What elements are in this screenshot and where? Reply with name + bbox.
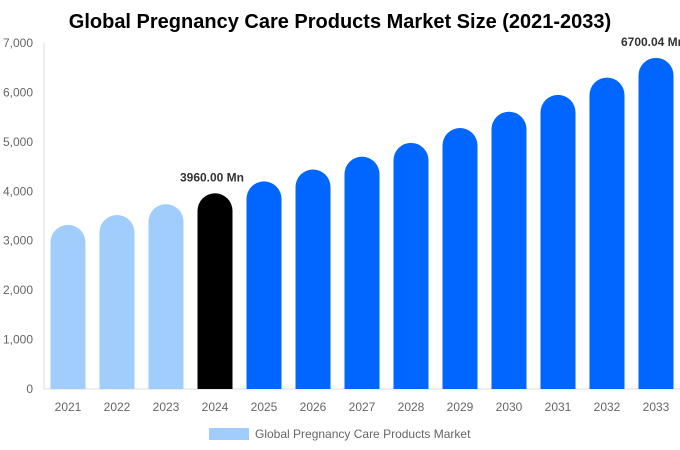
y-tick-label: 4,000	[3, 184, 33, 198]
x-tick-label: 2029	[447, 400, 474, 414]
bar-2026	[295, 169, 331, 389]
y-tick-label: 5,000	[3, 135, 33, 149]
bar-2031	[540, 94, 576, 390]
x-tick-label: 2026	[300, 400, 327, 414]
bar-2029	[442, 128, 478, 389]
bar-2030	[491, 111, 527, 389]
y-tick-label: 7,000	[3, 36, 33, 50]
x-tick-label: 2025	[251, 400, 278, 414]
x-tick-label: 2031	[545, 400, 572, 414]
bar-2032	[589, 77, 625, 389]
bar-2027	[344, 156, 380, 389]
legend-label: Global Pregnancy Care Products Market	[255, 427, 471, 441]
data-label: 3960.00 Mn	[180, 170, 244, 184]
x-tick-label: 2028	[398, 400, 425, 414]
data-label: 6700.04 Mn	[621, 35, 680, 49]
x-tick-label: 2030	[496, 400, 523, 414]
x-tick-label: 2024	[202, 400, 229, 414]
bar-2021	[50, 224, 86, 389]
bar-2024	[197, 193, 233, 389]
legend-swatch	[209, 428, 249, 440]
bar-2022	[99, 215, 135, 389]
bar-2028	[393, 142, 429, 389]
y-tick-label: 2,000	[3, 283, 33, 297]
bar-2025	[246, 181, 282, 389]
x-tick-label: 2032	[594, 400, 621, 414]
bar-2033	[638, 57, 674, 389]
x-tick-label: 2033	[643, 400, 670, 414]
x-tick-label: 2027	[349, 400, 376, 414]
y-tick-label: 6,000	[3, 85, 33, 99]
y-tick-label: 0	[26, 382, 33, 396]
x-tick-label: 2022	[104, 400, 131, 414]
bar-2023	[148, 204, 184, 389]
y-tick-label: 1,000	[3, 333, 33, 347]
x-tick-label: 2023	[153, 400, 180, 414]
y-tick-label: 3,000	[3, 234, 33, 248]
x-tick-label: 2021	[55, 400, 82, 414]
chart-title: Global Pregnancy Care Products Market Si…	[69, 11, 611, 33]
